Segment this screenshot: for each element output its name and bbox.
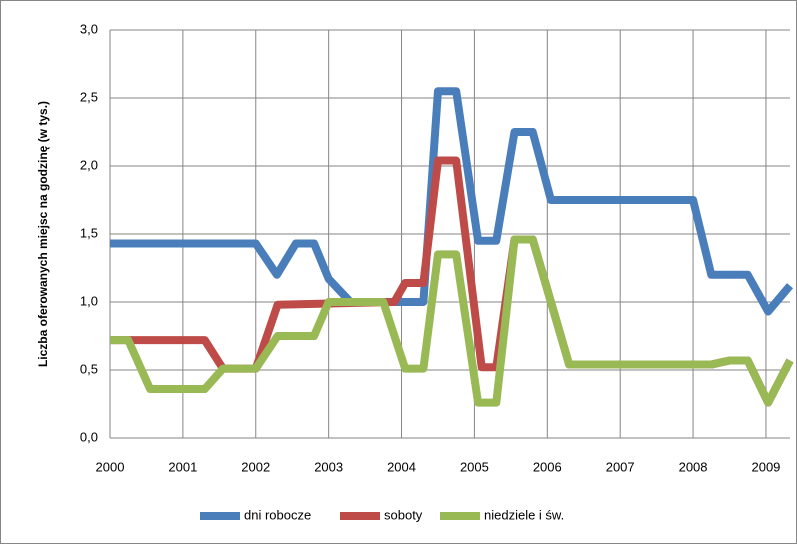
y-tick-label: 1,0 <box>80 293 98 308</box>
x-tick-label: 2009 <box>751 459 780 474</box>
y-tick-label: 2,5 <box>80 89 98 104</box>
legend-label: soboty <box>384 507 423 522</box>
y-tick-label: 0,5 <box>80 361 98 376</box>
x-tick-label: 2000 <box>96 459 125 474</box>
x-tick-label: 2006 <box>533 459 562 474</box>
legend-label: niedziele i św. <box>484 507 564 522</box>
y-tick-label: 0,0 <box>80 429 98 444</box>
y-tick-label: 2,0 <box>80 157 98 172</box>
x-tick-label: 2005 <box>460 459 489 474</box>
x-tick-label: 2002 <box>241 459 270 474</box>
y-tick-label: 3,0 <box>80 21 98 36</box>
series-line <box>110 235 794 407</box>
series-line <box>110 87 794 316</box>
x-tick-label: 2007 <box>606 459 635 474</box>
x-tick-label: 2004 <box>387 459 416 474</box>
x-tick-label: 2008 <box>679 459 708 474</box>
x-tick-label: 2001 <box>168 459 197 474</box>
x-tick-label: 2003 <box>314 459 343 474</box>
legend-label: dni robocze <box>244 507 311 522</box>
y-axis-label: Liczba oferowanych miejsc na godzinę (w … <box>36 101 50 367</box>
y-tick-label: 1,5 <box>80 225 98 240</box>
